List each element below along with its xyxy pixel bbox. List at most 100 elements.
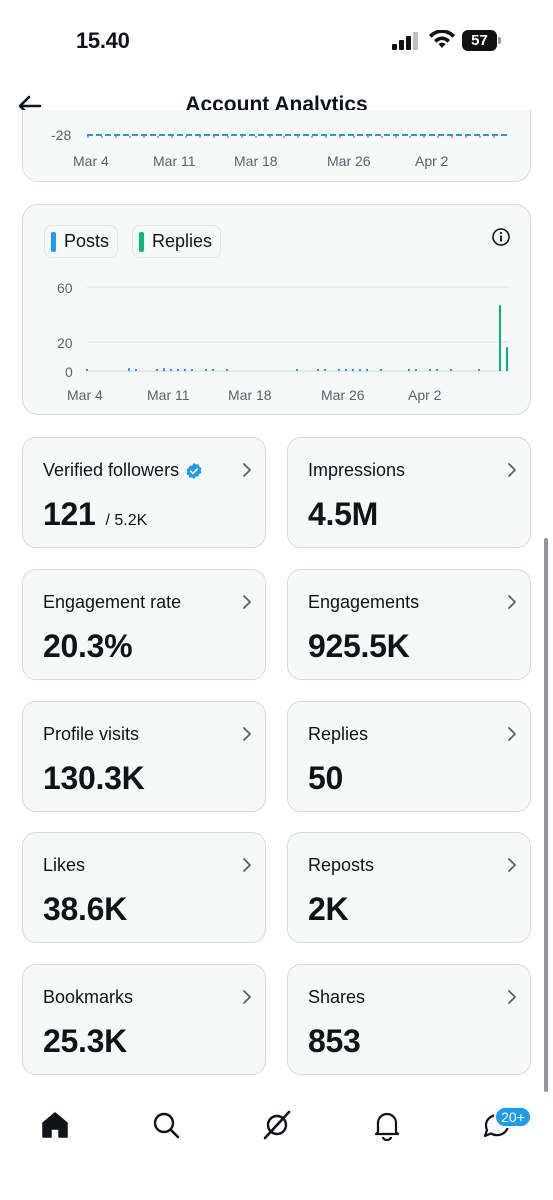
posts-bar	[156, 369, 158, 371]
home-icon[interactable]	[38, 1108, 72, 1142]
posts-bar	[86, 369, 88, 371]
stat-card-shares[interactable]: Shares 853	[287, 964, 531, 1075]
posts-bar	[191, 369, 193, 371]
stat-card-bookmarks[interactable]: Bookmarks 25.3K	[22, 964, 266, 1075]
stat-card-profile-visits[interactable]: Profile visits 130.3K	[22, 701, 266, 812]
stat-value: 130.3K	[43, 760, 145, 796]
stat-card-reposts[interactable]: Reposts 2K	[287, 832, 531, 943]
posts-color-swatch	[51, 231, 56, 252]
posts-bar	[478, 369, 480, 371]
stat-value: 121	[43, 496, 96, 532]
info-icon[interactable]	[491, 227, 511, 247]
chevron-right-icon	[243, 990, 251, 1004]
posts-bar	[359, 369, 361, 371]
stat-card-engagements[interactable]: Engagements 925.5K	[287, 569, 531, 680]
posts-bar	[226, 369, 228, 371]
stat-label: Profile visits	[43, 724, 140, 744]
stat-value: 20.3%	[43, 628, 133, 664]
chevron-right-icon	[508, 727, 516, 741]
chevron-right-icon	[243, 463, 251, 477]
chevron-right-icon	[508, 990, 516, 1004]
status-bar: 15.40 57	[0, 0, 553, 80]
legend-posts[interactable]: Posts	[44, 225, 119, 258]
notifications-icon[interactable]	[370, 1108, 404, 1142]
wifi-icon	[429, 30, 455, 48]
stat-value: 853	[308, 1023, 361, 1059]
posts-bar	[205, 369, 207, 371]
posts-bar	[135, 369, 137, 371]
chevron-right-icon	[243, 595, 251, 609]
posts-bar	[352, 369, 354, 371]
posts-bar	[296, 369, 298, 371]
x-tick-label: Apr 2	[408, 387, 442, 403]
posts-replies-chart-card: Posts Replies 60 20 0 Mar 4 Mar 11 Mar 1…	[22, 204, 531, 415]
stat-label: Verified followers	[43, 460, 180, 480]
x-tick-label: Mar 4	[73, 153, 109, 169]
x-tick-label: Mar 26	[321, 387, 365, 403]
stat-total: / 5.2K	[105, 512, 148, 529]
chevron-right-icon	[508, 463, 516, 477]
posts-bar	[128, 368, 130, 371]
stat-value: 25.3K	[43, 1023, 127, 1059]
verified-badge-icon	[186, 462, 202, 479]
stat-label: Bookmarks	[43, 987, 134, 1007]
posts-bar	[163, 368, 165, 371]
legend-replies[interactable]: Replies	[132, 225, 222, 258]
messages-badge: 20+	[494, 1106, 532, 1128]
posts-bar	[415, 369, 417, 371]
x-tick-label: Mar 4	[67, 387, 103, 403]
stat-value: 4.5M	[308, 496, 378, 532]
stat-card-replies[interactable]: Replies 50	[287, 701, 531, 812]
followers-chart: -28 Mar 4 Mar 11 Mar 18 Mar 26 Apr 2	[51, 127, 507, 169]
scrollbar[interactable]	[544, 538, 548, 1092]
chevron-right-icon	[508, 858, 516, 872]
y-tick-label: -28	[51, 127, 71, 143]
posts-bar	[338, 369, 340, 371]
posts-replies-bar-chart: 60 20 0 Mar 4 Mar 11 Mar 18 Mar 26 Apr 2	[57, 280, 509, 403]
posts-bar	[177, 369, 179, 371]
replies-bar	[506, 347, 508, 371]
stat-label: Impressions	[308, 460, 406, 480]
stat-value: 50	[308, 760, 343, 796]
chevron-right-icon	[243, 727, 251, 741]
stat-value: 2K	[308, 891, 349, 927]
posts-bar	[450, 369, 452, 371]
stat-value: 38.6K	[43, 891, 127, 927]
y-tick-label: 60	[57, 280, 73, 296]
battery-level: 57	[471, 32, 488, 49]
stat-card-engagement-rate[interactable]: Engagement rate 20.3%	[22, 569, 266, 680]
y-tick-label: 20	[57, 335, 73, 351]
y-tick-label: 0	[65, 364, 73, 380]
messages-icon[interactable]	[480, 1108, 514, 1142]
x-tick-label: Mar 11	[147, 387, 190, 403]
stat-label: Replies	[308, 724, 369, 744]
battery-icon: 57	[462, 30, 502, 51]
posts-bar	[170, 369, 172, 371]
x-tick-label: Mar 18	[228, 387, 272, 403]
posts-bar	[345, 369, 347, 371]
x-tick-label: Mar 18	[234, 153, 278, 169]
posts-bar	[436, 369, 438, 371]
stat-card-likes[interactable]: Likes 38.6K	[22, 832, 266, 943]
stat-label: Engagements	[308, 592, 420, 612]
cellular-signal-icon	[392, 32, 418, 50]
status-time: 15.40	[76, 28, 130, 53]
x-tick-label: Mar 11	[153, 153, 196, 169]
bars-group	[86, 305, 508, 371]
stat-label: Shares	[308, 987, 366, 1007]
x-tick-label: Apr 2	[415, 153, 449, 169]
legend-label: Posts	[64, 231, 110, 251]
chevron-right-icon	[508, 595, 516, 609]
posts-bar	[184, 369, 186, 371]
stat-card-verified-followers[interactable]: Verified followers 121 / 5.2K	[22, 437, 266, 548]
followers-chart-card: -28 Mar 4 Mar 11 Mar 18 Mar 26 Apr 2	[22, 110, 531, 182]
bottom-tab-bar	[0, 1098, 553, 1158]
search-icon[interactable]	[149, 1108, 183, 1142]
replies-color-swatch	[139, 231, 144, 252]
stat-label: Engagement rate	[43, 592, 182, 612]
grok-icon[interactable]	[260, 1108, 294, 1142]
replies-bar	[499, 305, 501, 371]
posts-bar	[324, 369, 326, 371]
posts-bar	[429, 369, 431, 371]
stat-card-impressions[interactable]: Impressions 4.5M	[287, 437, 531, 548]
